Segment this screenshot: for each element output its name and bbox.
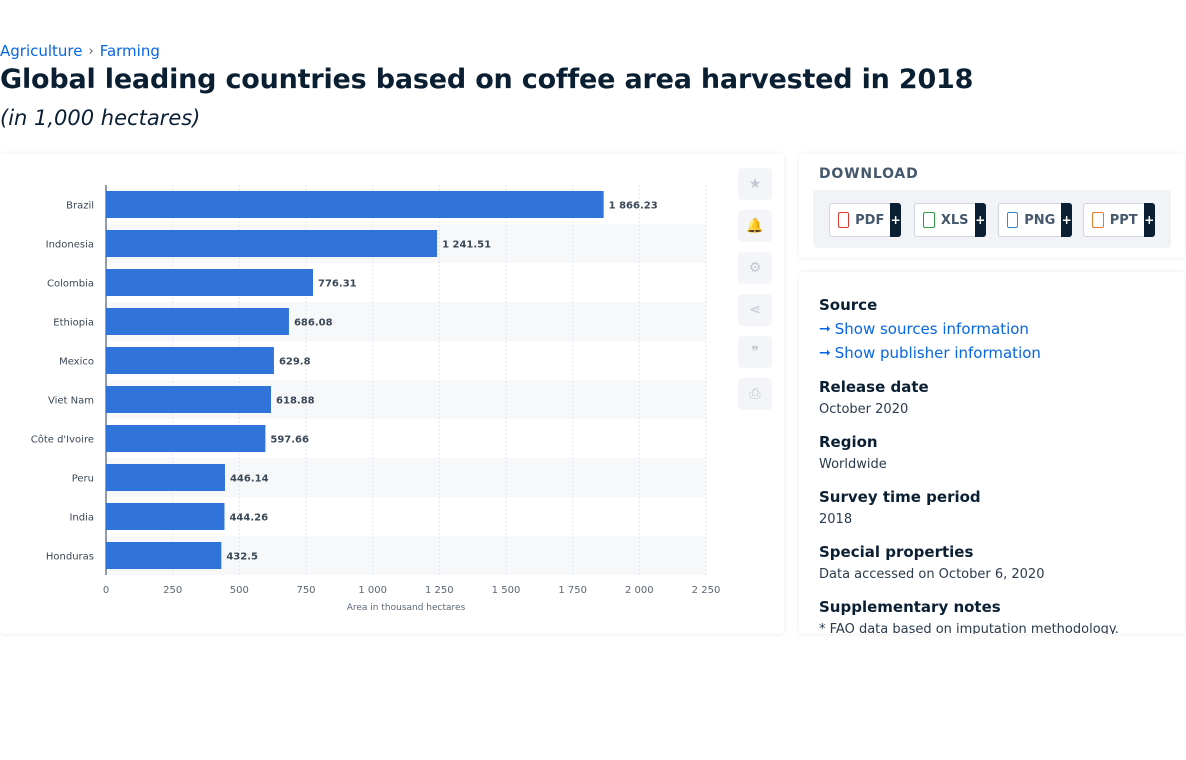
show-sources-link[interactable]: ➞ Show sources information [819,320,1029,338]
category-label: Peru [72,474,94,485]
bar [106,542,222,569]
category-label: Viet Nam [48,396,94,407]
x-tick-label: 250 [163,585,182,596]
breadcrumb-separator: › [88,43,94,59]
data-label: 446.14 [230,474,269,485]
download-buttons: PDF + XLS + PNG + PPT + [813,190,1171,248]
source-heading: Source [819,296,878,314]
print-icon[interactable]: ⎙ [738,378,772,410]
x-tick-label: 0 [103,585,109,596]
bar-chart: 1 866.23 Brazil 1 241.51 Indonesia 776.31 Col… [31,185,720,613]
survey-heading: Survey time period [819,488,981,506]
supplementary-value: * FAO data based on imputation methodolo… [819,622,1119,634]
category-label: Ethiopia [53,318,94,329]
download-label: PDF [855,212,885,228]
x-tick-label: 750 [296,585,315,596]
cite-icon[interactable]: ❞ [738,336,772,368]
download-png-button[interactable]: PNG + [998,203,1072,237]
release-date-heading: Release date [819,378,929,396]
category-label: Honduras [46,552,94,563]
data-label: 597.66 [270,435,309,446]
x-tick-label: 2 000 [625,585,654,596]
png-file-icon [1007,212,1019,228]
data-label: 444.26 [229,513,268,524]
data-label: 629.8 [279,357,311,368]
breadcrumb-farming[interactable]: Farming [99,42,160,60]
show-publisher-label: Show publisher information [834,344,1041,362]
chart-card: 1 866.23 Brazil 1 241.51 Indonesia 776.31 Col… [0,154,784,634]
plus-icon: + [1143,203,1155,237]
download-label: PPT [1109,212,1138,228]
data-label: 1 866.23 [609,201,658,212]
data-label: 432.5 [226,552,258,563]
download-title: DOWNLOAD [819,166,919,182]
x-tick-label: 500 [230,585,249,596]
x-axis-label: Area in thousand hectares [347,603,466,613]
data-label: 618.88 [276,396,315,407]
xls-file-icon [923,212,935,228]
survey-value: 2018 [819,512,853,527]
download-label: PNG [1024,212,1056,228]
breadcrumb-agriculture[interactable]: Agriculture [0,42,83,60]
plus-icon: + [1061,203,1072,237]
region-heading: Region [819,433,878,451]
bar [106,425,266,452]
category-label: India [69,513,94,524]
arrow-right-icon: ➞ [819,321,831,337]
data-label: 686.08 [294,318,333,329]
x-tick-label: 1 500 [492,585,521,596]
x-tick-label: 1 750 [558,585,587,596]
data-label: 1 241.51 [442,240,491,251]
supplementary-heading: Supplementary notes [819,598,1001,616]
page-title: Global leading countries based on coffee… [0,64,974,95]
share-icon[interactable]: ⋖ [738,294,772,326]
release-date-value: October 2020 [819,402,909,417]
special-value: Data accessed on October 6, 2020 [819,567,1045,582]
download-ppt-button[interactable]: PPT + [1083,203,1155,237]
x-tick-label: 1 250 [425,585,454,596]
bar [106,464,225,491]
favorite-icon[interactable]: ★ [738,168,772,200]
info-card: Source ➞ Show sources information ➞ Show… [799,272,1185,634]
category-label: Côte d'Ivoire [31,434,94,446]
plus-icon: + [890,203,901,237]
category-label: Mexico [59,357,94,368]
ppt-file-icon [1092,212,1104,228]
notification-icon[interactable]: 🔔 [738,210,772,242]
show-publisher-link[interactable]: ➞ Show publisher information [819,344,1041,362]
breadcrumb: Agriculture › Farming [0,42,160,60]
region-value: Worldwide [819,457,887,472]
settings-icon[interactable]: ⚙ [738,252,772,284]
chart-toolbar: ★ 🔔 ⚙ ⋖ ❞ ⎙ [738,168,772,410]
download-pdf-button[interactable]: PDF + [829,203,901,237]
download-card: DOWNLOAD PDF + XLS + PNG + PPT + [799,154,1185,258]
show-sources-label: Show sources information [834,320,1029,338]
plus-icon: + [974,203,986,237]
arrow-right-icon: ➞ [819,345,831,361]
x-tick-label: 2 250 [692,585,720,596]
bar [106,386,272,413]
download-label: XLS [940,212,969,228]
x-tick-label: 1 000 [358,585,387,596]
category-label: Brazil [66,201,94,212]
bar [106,191,604,218]
data-label: 776.31 [318,279,357,290]
page-subtitle: (in 1,000 hectares) [0,106,201,130]
special-heading: Special properties [819,543,974,561]
bar [106,347,274,374]
category-label: Colombia [47,279,94,290]
bar [106,503,225,530]
download-xls-button[interactable]: XLS + [914,203,986,237]
bar [106,269,314,296]
category-label: Indonesia [46,240,94,251]
pdf-file-icon [838,212,850,228]
bar [106,308,289,335]
bar [106,230,438,257]
